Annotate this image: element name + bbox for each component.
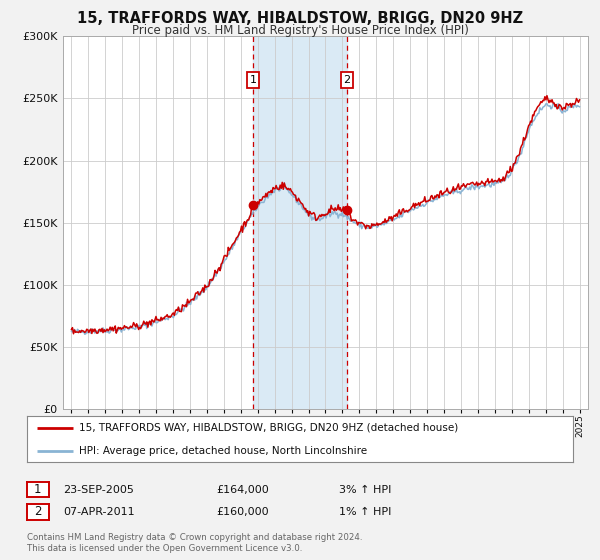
Text: Contains HM Land Registry data © Crown copyright and database right 2024.
This d: Contains HM Land Registry data © Crown c… xyxy=(27,533,362,553)
Text: 1: 1 xyxy=(34,483,41,496)
Text: 1% ↑ HPI: 1% ↑ HPI xyxy=(339,507,391,517)
Text: £164,000: £164,000 xyxy=(216,485,269,495)
Text: HPI: Average price, detached house, North Lincolnshire: HPI: Average price, detached house, Nort… xyxy=(79,446,367,455)
Text: 2: 2 xyxy=(34,505,41,519)
Text: 15, TRAFFORDS WAY, HIBALDSTOW, BRIGG, DN20 9HZ: 15, TRAFFORDS WAY, HIBALDSTOW, BRIGG, DN… xyxy=(77,11,523,26)
Text: 2: 2 xyxy=(343,75,350,85)
Text: Price paid vs. HM Land Registry's House Price Index (HPI): Price paid vs. HM Land Registry's House … xyxy=(131,24,469,36)
Text: 07-APR-2011: 07-APR-2011 xyxy=(63,507,134,517)
Text: 23-SEP-2005: 23-SEP-2005 xyxy=(63,485,134,495)
Text: 1: 1 xyxy=(250,75,257,85)
Text: 15, TRAFFORDS WAY, HIBALDSTOW, BRIGG, DN20 9HZ (detached house): 15, TRAFFORDS WAY, HIBALDSTOW, BRIGG, DN… xyxy=(79,423,458,432)
Text: £160,000: £160,000 xyxy=(216,507,269,517)
Bar xyxy=(253,36,347,409)
Text: 3% ↑ HPI: 3% ↑ HPI xyxy=(339,485,391,495)
